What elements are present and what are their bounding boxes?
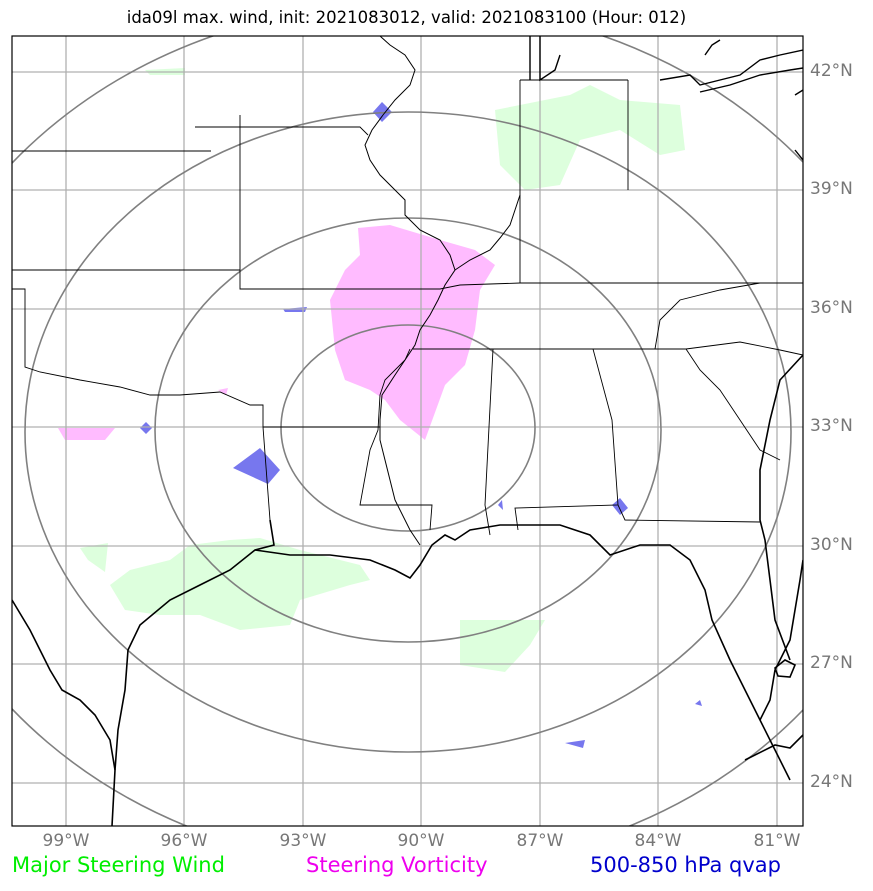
lon-label-99w: 99°W <box>42 831 90 851</box>
steering-vorticity-regions <box>58 225 495 440</box>
qvap-region-mississippi <box>498 500 503 510</box>
legend-steering-wind: Major Steering Wind <box>12 853 225 877</box>
lon-label-87w: 87°W <box>516 831 564 851</box>
lon-label-93w: 93°W <box>279 831 327 851</box>
steering-vorticity-region-small <box>218 388 228 395</box>
lat-label-24n: 24°N <box>810 772 853 792</box>
lat-label-39n: 39°N <box>810 179 853 199</box>
qvap-region-alabama <box>612 498 628 515</box>
state-borders <box>12 79 803 536</box>
lon-label-84w: 84°W <box>634 831 682 851</box>
qvap-region-texas-north <box>140 422 152 434</box>
steering-vorticity-region-main <box>330 225 495 440</box>
lat-label-36n: 36°N <box>810 298 853 318</box>
qvap-region-gulf-small <box>695 700 702 706</box>
lat-label-30n: 30°N <box>810 535 853 555</box>
map-frame <box>11 35 804 827</box>
steering-wind-region-texas <box>80 543 108 572</box>
coastlines <box>12 354 803 826</box>
legend-qvap: 500-850 hPa qvap <box>590 853 781 877</box>
steering-wind-regions <box>80 68 685 672</box>
lat-label-27n: 27°N <box>810 653 853 673</box>
great-lakes <box>529 36 803 161</box>
qvap-region-louisiana <box>233 448 280 484</box>
lat-label-42n: 42°N <box>810 61 853 81</box>
lon-label-81w: 81°W <box>753 831 801 851</box>
steering-wind-region-indiana <box>495 85 685 190</box>
map-title: ida09l max. wind, init: 2021083012, vali… <box>126 8 687 27</box>
qvap-region-gulf-east <box>565 740 585 748</box>
steering-vorticity-region-texas <box>58 428 115 440</box>
steering-wind-region-gulf-west <box>110 538 370 630</box>
mississippi-river <box>364 36 521 546</box>
lon-label-96w: 96°W <box>160 831 208 851</box>
lon-label-90w: 90°W <box>397 831 445 851</box>
graticule <box>12 36 803 826</box>
legend-steering-vorticity: Steering Vorticity <box>306 853 488 877</box>
lat-label-33n: 33°N <box>810 416 853 436</box>
